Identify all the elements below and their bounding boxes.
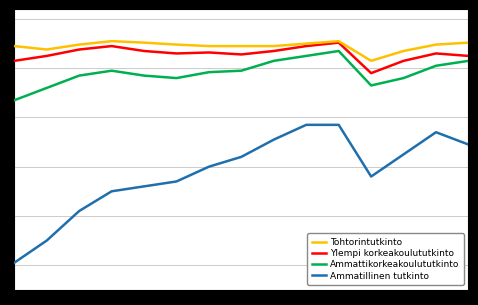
Ylempi korkeakoulututkinto: [174, 52, 179, 55]
Tohtorintutkinto: [11, 44, 17, 48]
Tohtorintutkinto: [336, 39, 342, 43]
Ylempi korkeakoulututkinto: [466, 54, 471, 58]
Ammattikorkeakoulututkinto: [174, 76, 179, 80]
Ylempi korkeakoulututkinto: [44, 54, 50, 58]
Ammattikorkeakoulututkinto: [304, 54, 309, 58]
Ylempi korkeakoulututkinto: [271, 49, 277, 53]
Line: Ammatillinen tutkinto: Ammatillinen tutkinto: [14, 125, 468, 263]
Tohtorintutkinto: [466, 41, 471, 45]
Tohtorintutkinto: [44, 48, 50, 51]
Ylempi korkeakoulututkinto: [141, 49, 147, 53]
Tohtorintutkinto: [304, 42, 309, 45]
Ylempi korkeakoulututkinto: [109, 44, 115, 48]
Tohtorintutkinto: [401, 49, 406, 53]
Ammattikorkeakoulututkinto: [206, 70, 212, 74]
Ammatillinen tutkinto: [76, 209, 82, 213]
Ammattikorkeakoulututkinto: [401, 76, 406, 80]
Tohtorintutkinto: [76, 43, 82, 46]
Ammattikorkeakoulututkinto: [368, 84, 374, 87]
Ammatillinen tutkinto: [109, 189, 115, 193]
Ammattikorkeakoulututkinto: [141, 74, 147, 77]
Line: Ammattikorkeakoulututkinto: Ammattikorkeakoulututkinto: [14, 51, 468, 100]
Ylempi korkeakoulututkinto: [368, 71, 374, 75]
Ammatillinen tutkinto: [239, 155, 244, 159]
Tohtorintutkinto: [271, 44, 277, 48]
Ammattikorkeakoulututkinto: [271, 59, 277, 63]
Tohtorintutkinto: [174, 43, 179, 46]
Ylempi korkeakoulututkinto: [239, 52, 244, 56]
Ylempi korkeakoulututkinto: [433, 52, 439, 55]
Legend: Tohtorintutkinto, Ylempi korkeakoulututkinto, Ammattikorkeakoulututkinto, Ammati: Tohtorintutkinto, Ylempi korkeakoulututk…: [307, 233, 464, 285]
Ylempi korkeakoulututkinto: [401, 59, 406, 63]
Ammatillinen tutkinto: [141, 185, 147, 188]
Ammatillinen tutkinto: [433, 131, 439, 134]
Ammattikorkeakoulututkinto: [239, 69, 244, 73]
Ylempi korkeakoulututkinto: [11, 59, 17, 63]
Ylempi korkeakoulututkinto: [336, 41, 342, 45]
Ylempi korkeakoulututkinto: [206, 51, 212, 54]
Tohtorintutkinto: [141, 41, 147, 45]
Ammattikorkeakoulututkinto: [11, 99, 17, 102]
Line: Ylempi korkeakoulututkinto: Ylempi korkeakoulututkinto: [14, 43, 468, 73]
Ammatillinen tutkinto: [44, 239, 50, 242]
Tohtorintutkinto: [109, 39, 115, 43]
Tohtorintutkinto: [433, 43, 439, 46]
Tohtorintutkinto: [206, 44, 212, 48]
Ammattikorkeakoulututkinto: [109, 69, 115, 73]
Ylempi korkeakoulututkinto: [76, 48, 82, 51]
Ammatillinen tutkinto: [368, 175, 374, 178]
Ammatillinen tutkinto: [304, 123, 309, 127]
Ammattikorkeakoulututkinto: [433, 64, 439, 68]
Tohtorintutkinto: [368, 59, 374, 63]
Ammatillinen tutkinto: [466, 143, 471, 146]
Line: Tohtorintutkinto: Tohtorintutkinto: [14, 41, 468, 61]
Ylempi korkeakoulututkinto: [304, 44, 309, 48]
Tohtorintutkinto: [239, 44, 244, 48]
Ammatillinen tutkinto: [401, 152, 406, 156]
Ammatillinen tutkinto: [206, 165, 212, 168]
Ammatillinen tutkinto: [336, 123, 342, 127]
Ammattikorkeakoulututkinto: [76, 74, 82, 77]
Ammatillinen tutkinto: [174, 180, 179, 183]
Ammatillinen tutkinto: [271, 138, 277, 142]
Ammattikorkeakoulututkinto: [336, 49, 342, 53]
Ammatillinen tutkinto: [11, 261, 17, 264]
Ammattikorkeakoulututkinto: [44, 86, 50, 90]
Ammattikorkeakoulututkinto: [466, 59, 471, 63]
